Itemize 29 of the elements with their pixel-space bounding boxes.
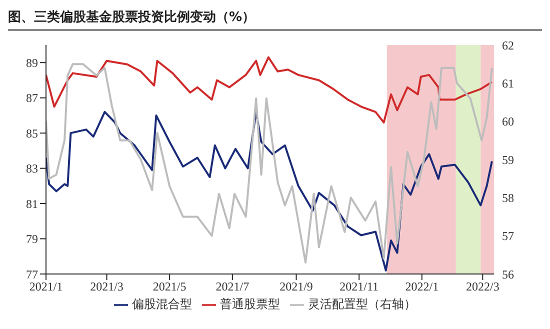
y2-tick-label: 58 xyxy=(502,190,514,205)
y-tick-label: 77 xyxy=(26,267,38,282)
x-tick-label: 2021/11 xyxy=(340,280,379,294)
x-tick-label: 2021/9 xyxy=(280,280,313,294)
y2-tick-label: 57 xyxy=(502,229,514,244)
x-tick-label: 2022/1 xyxy=(405,280,439,294)
y-tick-label: 85 xyxy=(26,126,38,140)
line-series xyxy=(46,63,493,264)
y-tick-label: 81 xyxy=(26,196,38,211)
line-series xyxy=(46,56,493,124)
y-tick-label: 79 xyxy=(26,232,38,246)
legend-label: 普通股票型 xyxy=(220,297,280,311)
legend-label: 偏股混合型 xyxy=(132,297,192,311)
x-tick-label: 2021/3 xyxy=(90,280,124,294)
chart-title: 图、三类偏股基金股票投资比例变动（%） xyxy=(8,8,542,31)
y-tick-label: 89 xyxy=(26,56,38,70)
x-tick-label: 2021/5 xyxy=(152,280,186,294)
y2-tick-label: 61 xyxy=(502,76,514,90)
y2-tick-label: 59 xyxy=(502,152,514,167)
line-series xyxy=(46,110,493,272)
legend-label: 灵活配置型（右轴） xyxy=(308,297,416,311)
y-tick-label: 87 xyxy=(26,91,38,106)
y2-tick-label: 56 xyxy=(502,267,514,282)
x-tick-label: 2022/3 xyxy=(466,280,500,294)
y2-tick-label: 60 xyxy=(502,114,514,129)
y-tick-label: 83 xyxy=(26,162,38,176)
x-tick-label: 2021/1 xyxy=(29,280,63,294)
x-tick-label: 2021/7 xyxy=(216,280,250,294)
y2-tick-label: 62 xyxy=(502,38,514,52)
